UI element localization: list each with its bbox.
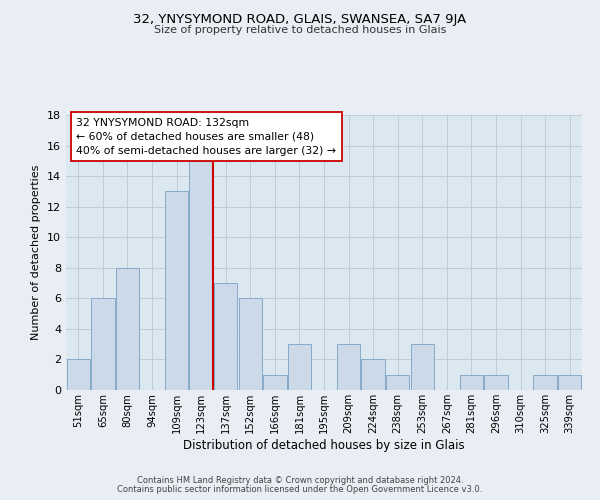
Bar bbox=[190, 161, 213, 390]
Bar bbox=[361, 360, 385, 390]
Text: Contains HM Land Registry data © Crown copyright and database right 2024.: Contains HM Land Registry data © Crown c… bbox=[137, 476, 463, 485]
Bar bbox=[386, 374, 409, 390]
Bar bbox=[484, 374, 508, 390]
Text: Size of property relative to detached houses in Glais: Size of property relative to detached ho… bbox=[154, 25, 446, 35]
Bar bbox=[337, 344, 360, 390]
Bar bbox=[116, 268, 139, 390]
Y-axis label: Number of detached properties: Number of detached properties bbox=[31, 165, 41, 340]
Bar bbox=[67, 360, 90, 390]
Bar bbox=[558, 374, 581, 390]
Text: Contains public sector information licensed under the Open Government Licence v3: Contains public sector information licen… bbox=[118, 485, 482, 494]
Text: 32 YNYSYMOND ROAD: 132sqm
← 60% of detached houses are smaller (48)
40% of semi-: 32 YNYSYMOND ROAD: 132sqm ← 60% of detac… bbox=[76, 118, 337, 156]
Bar bbox=[460, 374, 483, 390]
X-axis label: Distribution of detached houses by size in Glais: Distribution of detached houses by size … bbox=[183, 438, 465, 452]
Bar bbox=[239, 298, 262, 390]
Bar bbox=[91, 298, 115, 390]
Bar bbox=[410, 344, 434, 390]
Bar bbox=[165, 192, 188, 390]
Text: 32, YNYSYMOND ROAD, GLAIS, SWANSEA, SA7 9JA: 32, YNYSYMOND ROAD, GLAIS, SWANSEA, SA7 … bbox=[133, 12, 467, 26]
Bar bbox=[263, 374, 287, 390]
Bar bbox=[214, 283, 238, 390]
Bar bbox=[288, 344, 311, 390]
Bar bbox=[533, 374, 557, 390]
